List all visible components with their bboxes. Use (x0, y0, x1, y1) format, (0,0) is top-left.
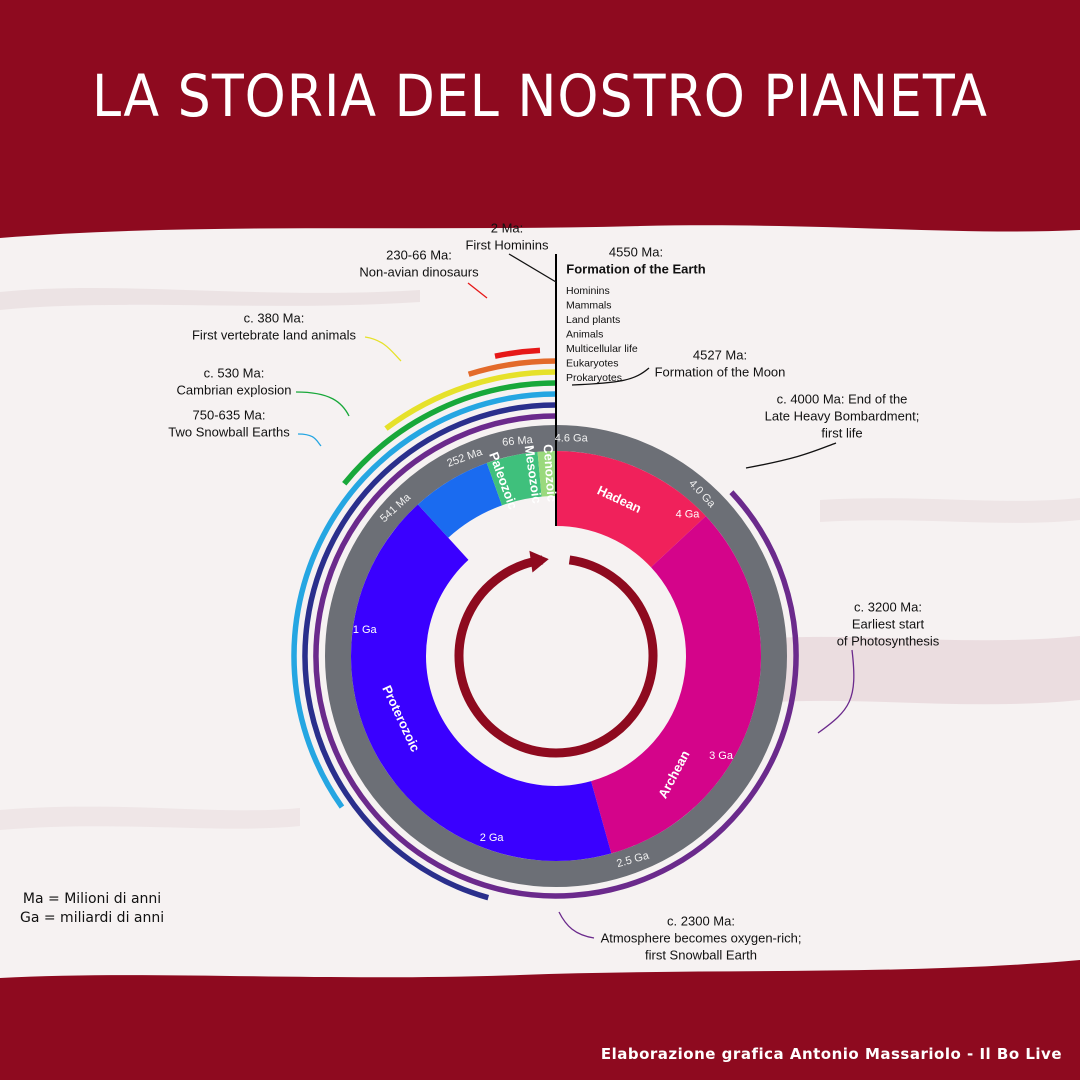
life-arc-prokaryotes (313, 413, 799, 899)
event-text-line: of Photosynthesis (837, 633, 940, 648)
proterozoic-sector (350, 504, 612, 862)
cenozoic-sector (537, 451, 556, 497)
leader-line (571, 367, 650, 386)
mesozoic-sector (486, 451, 542, 506)
life-arc-mammals (467, 358, 557, 377)
leader-line (745, 442, 837, 469)
cenozoic-label: Cenozoic (541, 444, 560, 503)
life-arc-label: Multicellular life (566, 343, 638, 355)
event-moon: 4527 Ma: Formation of the Moon (655, 347, 786, 379)
units-ga: Ga = miliardi di anni (20, 910, 165, 926)
event-text-line: Earliest start (852, 616, 925, 631)
ring-tick-label: 4.6 Ga (555, 432, 589, 444)
leader-line (295, 391, 350, 417)
life-arc-multicellular-life (291, 391, 557, 809)
life-arc-hominins (494, 347, 541, 359)
event-text-line: first life (821, 425, 862, 440)
event-text-line: c. 3200 Ma: (854, 599, 922, 614)
inner-tick-label: 3 Ga (709, 750, 734, 762)
leader-line (467, 282, 488, 299)
event-dinosaurs: 230-66 Ma: Non-avian dinosaurs (359, 247, 479, 279)
paleozoic-sector (417, 463, 503, 538)
units-legend: Ma = Milioni di anni Ga = miliardi di an… (20, 890, 164, 928)
leader-line (297, 433, 322, 447)
event-text-line: First vertebrate land animals (192, 327, 357, 342)
page-title: LA STORIA DEL NOSTRO PIANETA (92, 62, 988, 130)
event-text-line: 4527 Ma: (693, 347, 747, 362)
leader-line (364, 336, 402, 362)
event-text-line: Late Heavy Bombardment; (765, 408, 920, 423)
life-arc-label: Eukaryotes (566, 357, 619, 369)
units-ma: Ma = Milioni di anni (22, 891, 162, 907)
leader-line (817, 649, 855, 734)
event-first-hominins: 2 Ma: First Hominins (465, 220, 549, 252)
event-text-line: 2 Ma: (491, 220, 524, 235)
event-cambrian: c. 530 Ma: Cambrian explosion (177, 365, 292, 397)
event-text-line: first Snowball Earth (645, 947, 757, 962)
event-text-line: First Hominins (465, 237, 549, 252)
inner-tick-label: 1 Ga (353, 624, 378, 636)
life-arc-label: Hominins (566, 285, 610, 297)
life-arc-label: Animals (566, 328, 603, 340)
inner-disc (426, 526, 686, 786)
life-arc-label: Prokaryotes (566, 372, 622, 384)
event-photosynthesis: c. 3200 Ma: Earliest start of Photosynthes… (837, 599, 940, 648)
event-text-line: Non-avian dinosaurs (359, 264, 479, 279)
hadean-sector (556, 451, 706, 568)
life-arc-land-plants (384, 369, 557, 431)
life-arc-eukaryotes (302, 402, 557, 901)
event-text-line: Two Snowball Earths (168, 424, 290, 439)
event-text-line: c. 380 Ma: (244, 310, 305, 325)
leader-line (558, 911, 595, 939)
event-text-line: Formation of the Moon (655, 364, 786, 379)
credit-line: Elaborazione grafica Antonio Massariolo … (600, 1045, 1062, 1063)
archean-sector (591, 516, 761, 854)
event-land-animals: c. 380 Ma: First vertebrate land animals (192, 310, 357, 342)
ring-tick-label: 66 Ma (502, 434, 534, 449)
inner-tick-label: 4 Ga (676, 509, 701, 521)
event-text-line: c. 530 Ma: (204, 365, 265, 380)
event-oxygen: c. 2300 Ma: Atmosphere becomes oxygen-ric… (601, 913, 802, 962)
event-formation-earth: 4550 Ma: Formation of the Earth (566, 244, 705, 276)
cycle-arrow-head (529, 550, 549, 573)
inner-tick-label: 2 Ga (480, 832, 505, 844)
cycle-arrow (454, 555, 658, 758)
event-text-line: 230-66 Ma: (386, 247, 452, 262)
event-bombardment: c. 4000 Ma: End of the Late Heavy Bombard… (765, 391, 920, 440)
event-snowball: 750-635 Ma: Two Snowball Earths (168, 407, 290, 439)
life-arc-animals (342, 380, 557, 486)
event-text-line: Formation of the Earth (566, 261, 705, 276)
event-text-line: c. 2300 Ma: (667, 913, 735, 928)
life-arc-label: Land plants (566, 314, 620, 326)
event-text-line: Cambrian explosion (177, 382, 292, 397)
life-arc-label: Mammals (566, 299, 612, 311)
leader-line (508, 253, 557, 283)
event-text-line: c. 4000 Ma: End of the (777, 391, 908, 406)
event-text-line: 750-635 Ma: (193, 407, 266, 422)
event-text-line: Atmosphere becomes oxygen-rich; (601, 930, 802, 945)
event-text-line: 4550 Ma: (609, 244, 663, 259)
